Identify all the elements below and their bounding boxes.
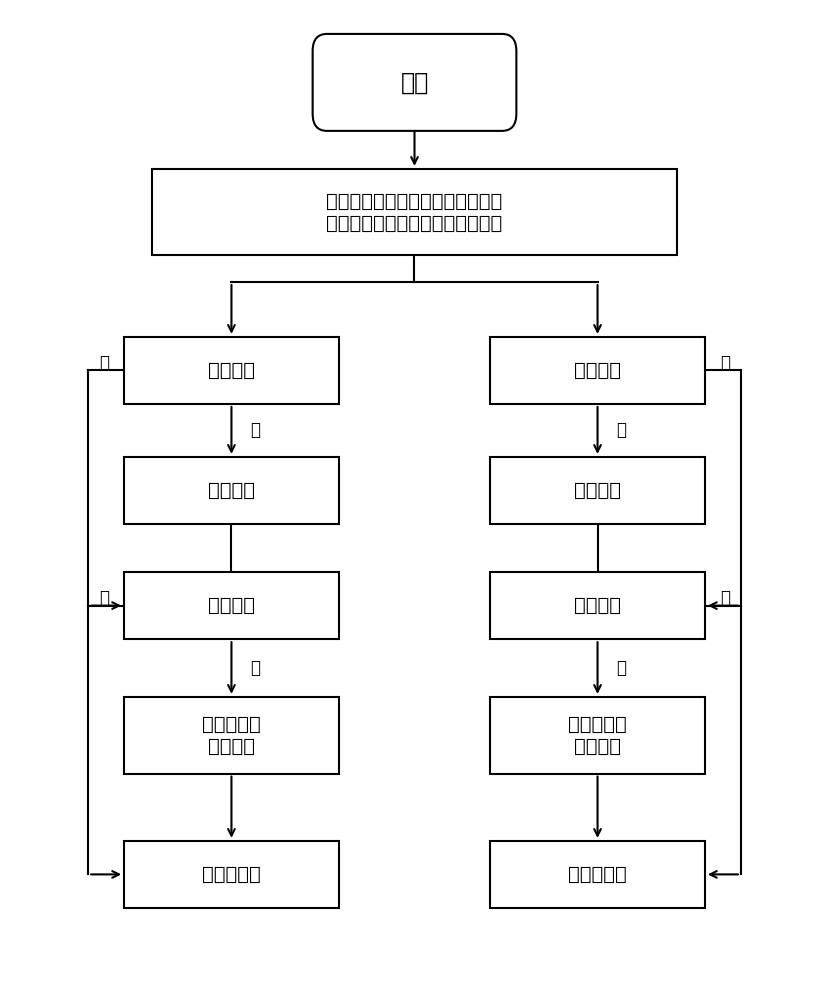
- FancyBboxPatch shape: [312, 34, 516, 131]
- Bar: [489, 457, 704, 524]
- Text: 否: 否: [719, 354, 729, 372]
- Text: 是: 是: [250, 421, 260, 439]
- Bar: [489, 841, 704, 908]
- Bar: [124, 697, 339, 774]
- Bar: [152, 169, 676, 255]
- Text: 电池加热: 电池加热: [573, 596, 620, 615]
- Bar: [489, 337, 704, 404]
- Bar: [124, 457, 339, 524]
- Bar: [124, 337, 339, 404]
- Text: 开始: 开始: [400, 70, 428, 94]
- Text: 是: 是: [250, 659, 260, 677]
- Text: 否: 否: [99, 354, 109, 372]
- Text: 否: 否: [719, 589, 729, 607]
- Text: 乘员舱制冷: 乘员舱制冷: [202, 865, 261, 884]
- Text: 是: 是: [616, 659, 626, 677]
- Text: 电池热管理
冷却策略: 电池热管理 冷却策略: [202, 715, 261, 756]
- Text: 电池热管理
加热策略: 电池热管理 加热策略: [567, 715, 626, 756]
- Text: 加热除霜: 加热除霜: [573, 481, 620, 500]
- Text: 检测车辆前挡风玻璃霜、雾状态；
乘员舱需求；电池最高、最低温度: 检测车辆前挡风玻璃霜、雾状态； 乘员舱需求；电池最高、最低温度: [326, 192, 502, 232]
- Text: 是: 是: [616, 421, 626, 439]
- Bar: [124, 572, 339, 639]
- Text: 制冷除雾: 制冷除雾: [208, 481, 255, 500]
- Text: 否: 否: [99, 589, 109, 607]
- Bar: [489, 697, 704, 774]
- Text: 除雾需求: 除雾需求: [208, 361, 255, 380]
- Text: 除霜需求: 除霜需求: [573, 361, 620, 380]
- Bar: [489, 572, 704, 639]
- Text: 乘员舱加热: 乘员舱加热: [567, 865, 626, 884]
- Text: 电池冷却: 电池冷却: [208, 596, 255, 615]
- Bar: [124, 841, 339, 908]
